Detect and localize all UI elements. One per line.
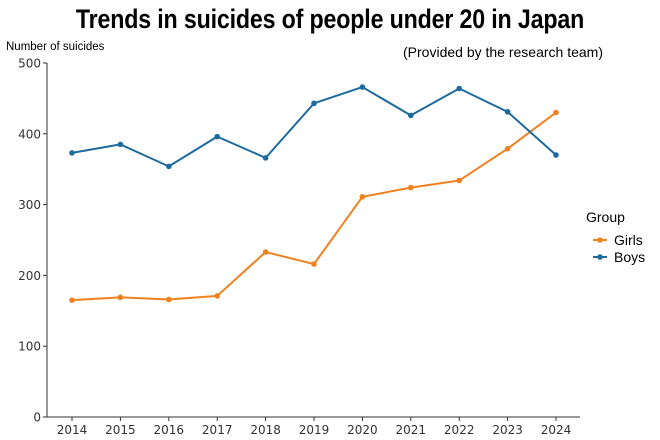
data-point-boys xyxy=(262,155,269,161)
legend-item-boys: Boys xyxy=(593,249,645,265)
data-point-boys xyxy=(214,133,220,140)
x-tick-label: 2021 xyxy=(396,423,427,437)
y-axis-label: Number of suicides xyxy=(6,41,105,53)
x-ticks: 2014 2015 2016 2017 2018 2019 2020 2021 2022 2023… xyxy=(57,417,572,437)
axes xyxy=(46,63,580,418)
legend-label: Girls xyxy=(614,232,643,248)
x-tick-label: 2022 xyxy=(444,423,475,437)
data-point-boys xyxy=(117,141,124,148)
data-point-girls xyxy=(553,109,559,116)
x-tick-label: 2016 xyxy=(154,423,185,437)
x-tick-label: 2023 xyxy=(492,423,523,437)
x-tick-label: 2017 xyxy=(202,423,233,437)
data-point-girls xyxy=(408,184,414,191)
legend-title: Group xyxy=(586,209,625,225)
data-point-girls xyxy=(166,296,172,303)
data-point-boys xyxy=(408,112,414,119)
data-point-girls xyxy=(214,293,220,299)
y-tick-label: 0 xyxy=(33,411,41,425)
y-tick-label: 300 xyxy=(18,198,41,212)
data-point-girls xyxy=(311,261,317,267)
data-point-girls xyxy=(359,194,366,200)
series-line-boys xyxy=(71,86,557,168)
legend-swatch-point xyxy=(597,237,603,243)
y-tick-label: 200 xyxy=(18,269,41,283)
x-tick-label: 2019 xyxy=(299,423,330,437)
series xyxy=(69,84,559,303)
data-point-girls xyxy=(117,294,124,301)
series-girls xyxy=(69,109,559,303)
chart-title: Trends in suicides of people under 20 in… xyxy=(75,4,585,34)
data-point-boys xyxy=(504,109,511,115)
data-point-boys xyxy=(311,100,317,107)
series-boys xyxy=(69,84,559,170)
data-point-girls xyxy=(262,249,269,255)
chart-subtitle: (Provided by the research team) xyxy=(403,44,603,60)
data-point-boys xyxy=(359,84,366,90)
data-point-girls xyxy=(504,145,511,152)
y-tick-label: 100 xyxy=(18,340,41,354)
y-ticks: 0 100 200 300 400 500 xyxy=(18,57,47,425)
legend-swatch-point xyxy=(597,254,603,260)
data-point-girls xyxy=(456,177,463,184)
data-point-boys xyxy=(69,150,75,156)
data-point-girls xyxy=(69,297,75,303)
data-point-boys xyxy=(456,85,463,92)
legend-item-girls: Girls xyxy=(593,232,643,248)
x-tick-label: 2014 xyxy=(57,423,88,437)
x-tick-label: 2015 xyxy=(105,423,136,437)
y-tick-label: 400 xyxy=(18,127,41,141)
x-tick-label: 2018 xyxy=(250,423,281,437)
x-tick-label: 2020 xyxy=(347,423,378,437)
legend-label: Boys xyxy=(614,249,645,265)
y-tick-label: 500 xyxy=(18,57,41,71)
data-point-boys xyxy=(553,152,559,158)
data-point-boys xyxy=(166,163,172,170)
series-line-girls xyxy=(71,111,557,302)
x-tick-label: 2024 xyxy=(541,423,572,437)
